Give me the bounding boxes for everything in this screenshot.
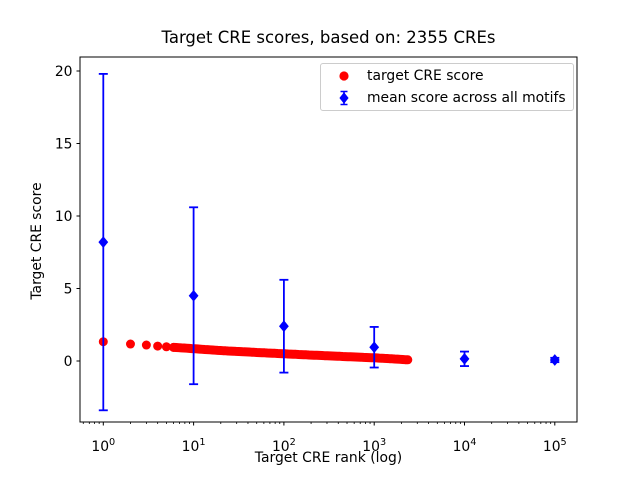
x-tick-label: 101 bbox=[182, 437, 206, 455]
y-tick-label: 0 bbox=[64, 354, 73, 370]
red-data-band bbox=[169, 342, 413, 365]
y-tick-label: 5 bbox=[64, 281, 73, 297]
y-tick-label: 15 bbox=[55, 136, 73, 152]
y-axis-label: Target CRE score bbox=[29, 182, 45, 300]
y-tick-label: 10 bbox=[55, 209, 73, 225]
blue-diamond-point bbox=[279, 320, 289, 333]
diamond-errorbar-icon bbox=[321, 88, 367, 108]
blue-diamond-point bbox=[98, 236, 109, 248]
x-tick-label: 104 bbox=[453, 437, 477, 455]
red-data-point bbox=[153, 341, 163, 351]
blue-diamond-point bbox=[459, 352, 470, 365]
red-data-point bbox=[125, 339, 135, 349]
x-axis-label: Target CRE rank (log) bbox=[254, 450, 403, 466]
x-tick-label: 105 bbox=[543, 437, 567, 455]
legend-blue-diamond bbox=[339, 92, 349, 104]
chart-title: Target CRE scores, based on: 2355 CREs bbox=[161, 28, 496, 47]
circle-icon bbox=[321, 66, 367, 86]
legend: target CRE score mean score across all m… bbox=[320, 63, 574, 111]
legend-entry-label: mean score across all motifs bbox=[367, 89, 566, 106]
axes-frame bbox=[79, 56, 578, 423]
red-data-point bbox=[141, 340, 151, 350]
blue-diamond-point bbox=[549, 354, 560, 366]
legend-entry-target-cre-score: target CRE score bbox=[321, 66, 567, 87]
legend-red-circle bbox=[339, 71, 349, 81]
legend-entry-label: target CRE score bbox=[367, 68, 484, 85]
legend-entry-mean-score: mean score across all motifs bbox=[321, 87, 567, 108]
blue-diamond-point bbox=[369, 341, 380, 354]
red-data-point bbox=[161, 342, 171, 352]
x-tick-label: 102 bbox=[272, 437, 296, 455]
x-tick-label: 103 bbox=[362, 437, 386, 455]
y-tick-label: 20 bbox=[55, 64, 73, 80]
x-tick-label: 100 bbox=[91, 437, 115, 455]
blue-diamond-point bbox=[188, 289, 199, 302]
